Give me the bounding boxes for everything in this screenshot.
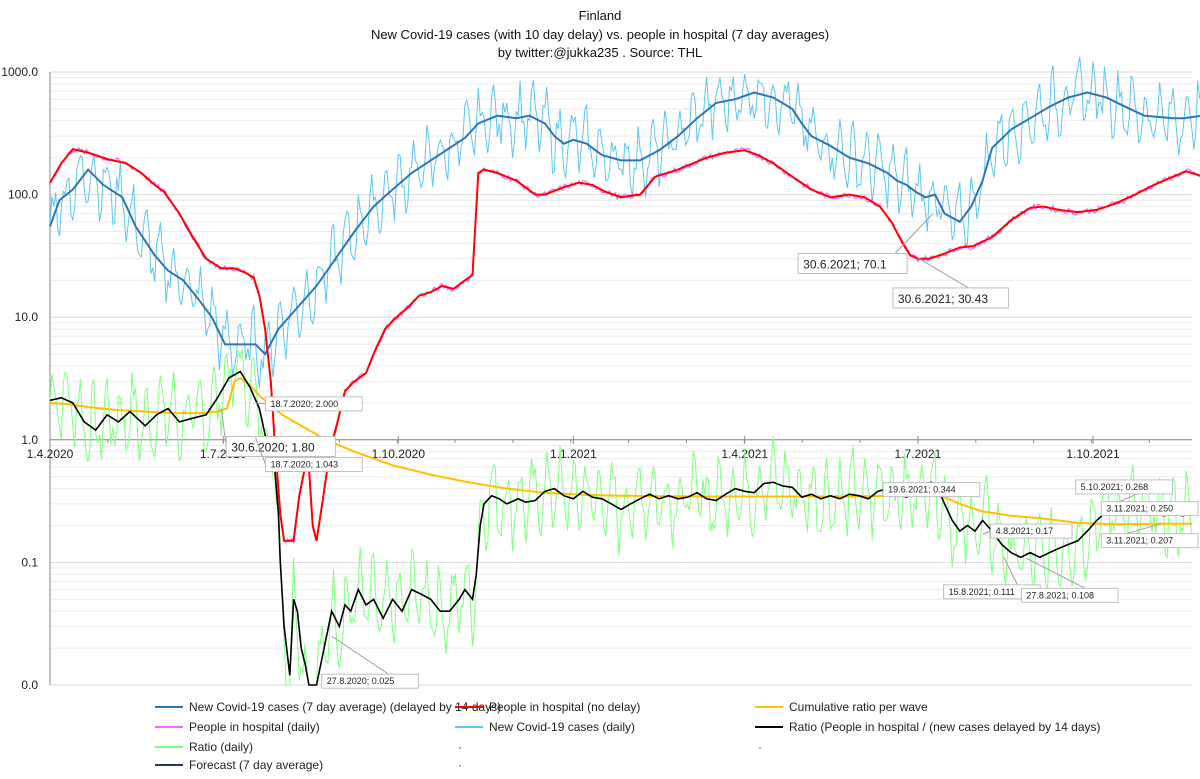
annotation-leader <box>255 437 267 465</box>
legend-item-ratio-avg: Ratio (People in hospital / (new cases d… <box>755 720 1101 734</box>
chart-title: Finland <box>578 8 622 23</box>
series-cases-avg <box>49 91 1200 356</box>
legend-label-hosp-avg: People in hospital (no delay) <box>489 700 641 714</box>
annotation-leader <box>982 530 991 535</box>
x-tick-label: 1.7.2021 <box>895 447 942 461</box>
annotation-label: 15.8.2021; 0.111 <box>949 587 1015 597</box>
legend-swatch-ratio-avg <box>755 726 783 728</box>
legend-item-hosp-avg: People in hospital (no delay) <box>455 700 640 714</box>
annotation-label: 3.11.2021; 0.207 <box>1106 536 1173 546</box>
legend-swatch-cases-daily <box>455 726 483 728</box>
series-hosp-avg <box>49 147 1200 542</box>
y-tick-label: 0.1 <box>21 555 38 569</box>
legend-label-forecast: Forecast (7 day average) <box>189 758 324 772</box>
annotation-label: 30.6.2021; 30.43 <box>898 292 988 306</box>
legend-item-cases-avg: New Covid-19 cases (7 day average) (dela… <box>155 700 501 714</box>
legend-swatch-hosp-avg <box>455 706 483 708</box>
y-tick-label: 1.0 <box>21 433 38 447</box>
x-tick-label: 1.10.2020 <box>372 447 426 461</box>
annotation-label: 3.11.2021; 0.250 <box>1106 504 1173 514</box>
y-tick-label: 10.0 <box>15 310 39 324</box>
legend-item-cumulative: Cumulative ratio per wave <box>755 700 928 714</box>
annotation-label: 27.8.2020; 0.025 <box>327 676 395 686</box>
legend-item-forecast: Forecast (7 day average) <box>155 758 323 772</box>
legend-label-cumulative: Cumulative ratio per wave <box>789 700 928 714</box>
legend-label-cases-avg: New Covid-19 cases (7 day average) (dela… <box>189 700 502 714</box>
annotation-box <box>265 396 363 412</box>
chart-legend: New Covid-19 cases (7 day average) (dela… <box>0 700 1200 779</box>
legend-swatch-forecast <box>155 764 183 766</box>
annotation-leader <box>220 408 227 447</box>
annotation-box <box>1100 533 1199 549</box>
annotation-box <box>882 482 981 498</box>
annotation-leader <box>255 402 266 405</box>
annotation-label: 4.8.2021; 0.17 <box>996 526 1054 536</box>
annotation-label: 30.6.2021; 70.1 <box>803 258 887 272</box>
annotation-label: 30.6.2020; 1.80 <box>231 441 315 455</box>
annotation-box <box>797 253 908 275</box>
series-hosp-daily <box>49 147 1200 544</box>
legend-swatch-cases-avg <box>155 706 183 708</box>
x-tick-label: 1.1.2021 <box>550 447 597 461</box>
annotation-box <box>225 436 336 458</box>
y-tick-label: 100.0 <box>8 188 38 202</box>
legend-swatch-hosp-daily <box>155 726 183 728</box>
annotation-label: 27.8.2021; 0.108 <box>1026 590 1094 600</box>
annotation-label: 5.10.2021; 0.268 <box>1081 482 1149 492</box>
x-tick-label: 1.10.2021 <box>1066 447 1120 461</box>
legend-item-cases-daily: New Covid-19 cases (daily) <box>455 720 635 734</box>
legend-label-ratio-avg: Ratio (People in hospital / (new cases d… <box>789 720 1101 734</box>
y-tick-label: 1000.0 <box>1 65 38 79</box>
legend-dot-1: · <box>458 740 462 754</box>
legend-swatch-cumulative <box>755 706 783 708</box>
legend-dot-2: · <box>758 740 762 754</box>
series-cases-daily <box>49 56 1200 389</box>
y-tick-label: 0.0 <box>21 678 38 692</box>
annotation-label: 18.7.2020; 2.000 <box>271 399 339 409</box>
annotation-box <box>892 287 1010 309</box>
legend-label-ratio-daily: Ratio (daily) <box>189 740 254 754</box>
chart-subtitle: New Covid-19 cases (with 10 day delay) v… <box>370 27 830 42</box>
legend-swatch-ratio-daily <box>155 746 183 748</box>
annotation-box <box>990 523 1073 539</box>
legend-dot-3: · <box>458 758 462 772</box>
legend-label-cases-daily: New Covid-19 cases (daily) <box>489 720 636 734</box>
legend-item-ratio-daily: Ratio (daily) <box>155 740 253 754</box>
annotation-box <box>1100 501 1199 517</box>
annotation-box <box>1020 587 1119 603</box>
series-ratio-avg <box>49 370 1193 686</box>
annotation-label: 19.6.2021; 0.344 <box>888 485 956 495</box>
annotation-box <box>265 457 363 473</box>
x-tick-label: 1.4.2020 <box>27 447 74 461</box>
annotation-label: 18.7.2020; 1.043 <box>271 460 339 470</box>
annotation-box <box>1075 479 1173 495</box>
annotation-box <box>321 673 419 689</box>
legend-item-hosp-daily: People in hospital (daily) <box>155 720 320 734</box>
legend-label-hosp-daily: People in hospital (daily) <box>189 720 320 734</box>
chart-credit: by twitter:@jukka235 . Source: THL <box>497 45 703 60</box>
